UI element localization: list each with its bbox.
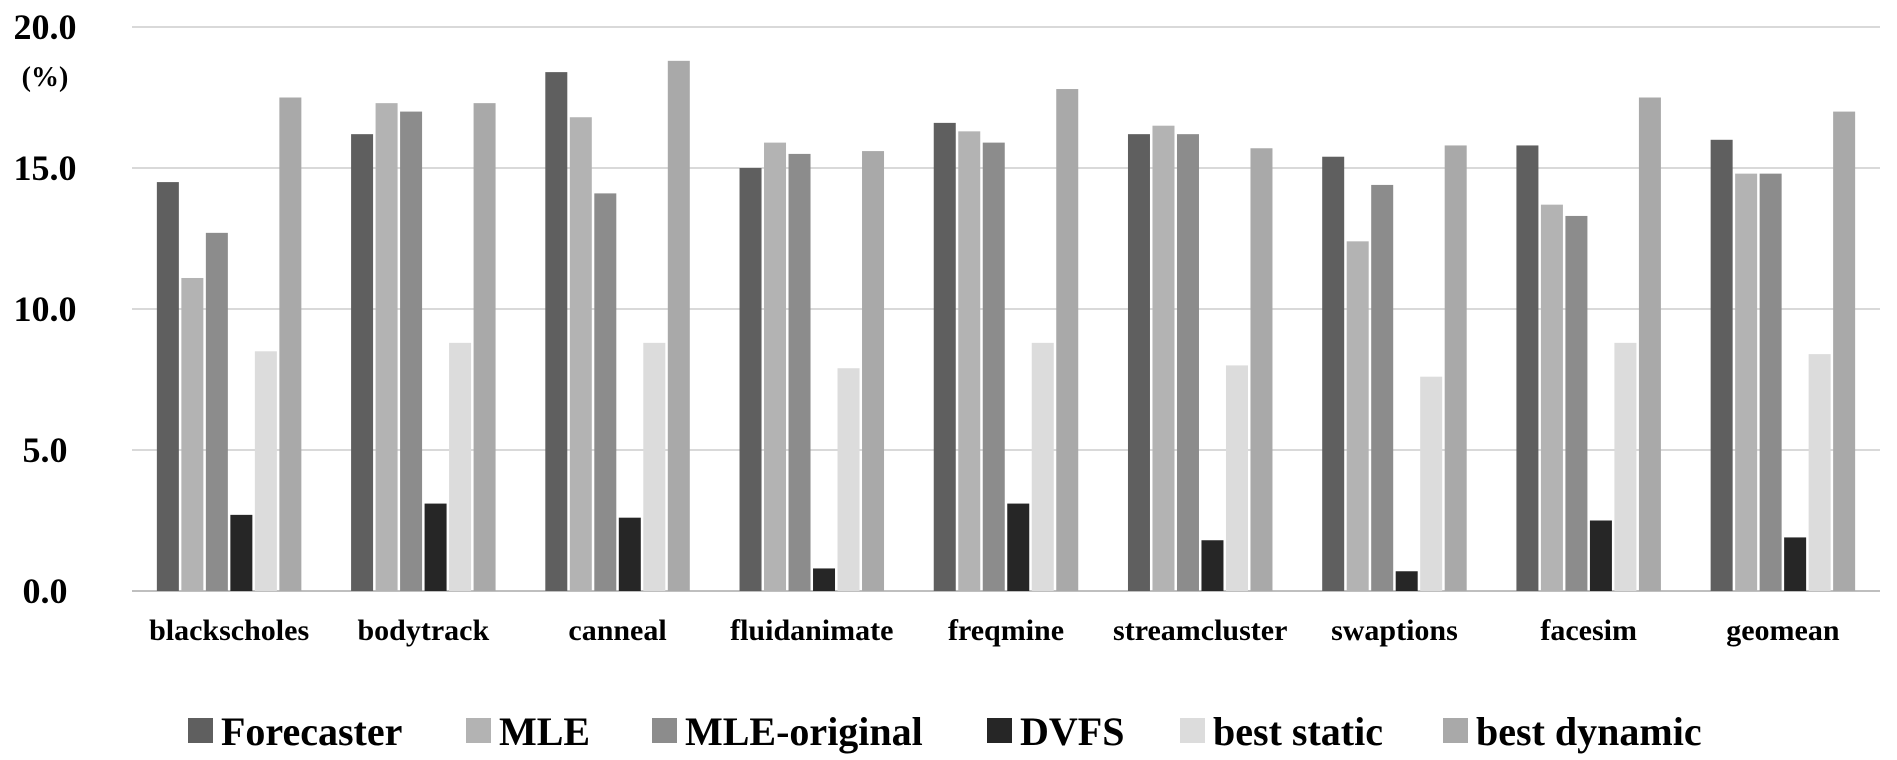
- y-axis-unit-label: (%): [22, 62, 69, 93]
- legend-swatch-forecaster: [188, 718, 213, 743]
- bar-forecaster-facesim: [1516, 145, 1539, 591]
- bar-best-static-facesim: [1614, 342, 1637, 591]
- legend-swatch-dvfs: [987, 718, 1012, 743]
- bar-best-dynamic-freqmine: [1056, 89, 1079, 591]
- y-tick-label: 15.0: [14, 148, 77, 188]
- bar-best-dynamic-bodytrack: [473, 103, 496, 591]
- bars: [156, 60, 1856, 592]
- bar-forecaster-blackscholes: [156, 182, 179, 591]
- bar-mle-freqmine: [958, 131, 981, 591]
- legend-label: best dynamic: [1476, 709, 1702, 754]
- x-tick-label: canneal: [568, 614, 666, 647]
- bar-best-static-freqmine: [1031, 342, 1054, 591]
- bar-best-dynamic-swaptions: [1444, 145, 1467, 591]
- bar-best-dynamic-facesim: [1638, 97, 1661, 591]
- bar-forecaster-canneal: [545, 72, 568, 592]
- legend-swatch-best-dynamic: [1443, 718, 1468, 743]
- legend-swatch-best-static: [1180, 718, 1205, 743]
- bar-forecaster-bodytrack: [351, 134, 374, 591]
- x-axis: blackscholes bodytrack canneal fluidanimate…: [149, 614, 1840, 647]
- bar-mle-original-streamcluster: [1176, 134, 1199, 591]
- bar-mle-streamcluster: [1152, 125, 1175, 591]
- bar-mle-geomean: [1735, 173, 1758, 591]
- x-tick-label: swaptions: [1331, 614, 1458, 647]
- y-tick-label: 20.0: [14, 7, 77, 47]
- bar-best-static-bodytrack: [449, 342, 472, 591]
- bar-forecaster-swaptions: [1322, 156, 1345, 591]
- bar-mle-original-geomean: [1759, 173, 1782, 591]
- x-tick-label: bodytrack: [357, 614, 489, 647]
- y-tick-label: 10.0: [14, 289, 77, 329]
- x-tick-label: freqmine: [948, 614, 1064, 647]
- bar-best-static-geomean: [1808, 354, 1831, 591]
- bar-dvfs-canneal: [618, 517, 641, 591]
- bar-mle-fluidanimate: [764, 142, 787, 591]
- bar-dvfs-facesim: [1589, 520, 1612, 591]
- x-tick-label: streamcluster: [1113, 614, 1287, 647]
- bar-mle-canneal: [569, 117, 592, 592]
- bar-mle-bodytrack: [375, 103, 398, 591]
- bar-forecaster-geomean: [1710, 139, 1733, 592]
- bar-mle-swaptions: [1346, 241, 1369, 591]
- bar-best-dynamic-geomean: [1833, 111, 1856, 591]
- legend-label: DVFS: [1020, 709, 1124, 754]
- bar-dvfs-fluidanimate: [813, 568, 836, 591]
- grid-lines: [132, 26, 1880, 592]
- bar-best-static-swaptions: [1420, 376, 1443, 591]
- y-axis: (%) 0.0 5.0 10.0 15.0 20.0: [14, 7, 77, 611]
- bar-dvfs-blackscholes: [230, 514, 253, 591]
- bar-best-static-fluidanimate: [837, 368, 860, 591]
- bar-mle-original-bodytrack: [400, 111, 423, 591]
- bar-dvfs-geomean: [1784, 537, 1807, 591]
- bar-forecaster-streamcluster: [1127, 134, 1150, 591]
- x-tick-label: blackscholes: [149, 614, 309, 647]
- legend-label: MLE-original: [685, 709, 923, 754]
- bar-mle-original-facesim: [1565, 215, 1588, 591]
- bar-mle-original-swaptions: [1371, 184, 1394, 592]
- bar-mle-blackscholes: [181, 277, 204, 591]
- bar-mle-original-canneal: [594, 193, 617, 591]
- bar-mle-original-freqmine: [982, 142, 1005, 591]
- bar-mle-facesim: [1540, 204, 1563, 591]
- bar-forecaster-fluidanimate: [739, 168, 762, 591]
- legend-label: Forecaster: [221, 709, 402, 754]
- legend-label: best static: [1213, 709, 1383, 754]
- x-tick-label: facesim: [1540, 614, 1637, 647]
- bar-best-static-streamcluster: [1225, 365, 1248, 591]
- legend-swatch-mle: [466, 718, 491, 743]
- bar-dvfs-swaptions: [1395, 571, 1418, 591]
- bar-best-dynamic-canneal: [667, 60, 690, 591]
- x-tick-label: fluidanimate: [730, 614, 893, 647]
- bar-mle-original-blackscholes: [205, 232, 228, 592]
- legend-swatch-mle-original: [652, 718, 677, 743]
- bar-best-static-canneal: [643, 342, 666, 591]
- bar-forecaster-freqmine: [933, 122, 956, 591]
- bar-dvfs-streamcluster: [1201, 540, 1224, 591]
- bar-dvfs-bodytrack: [424, 503, 447, 591]
- bar-mle-original-fluidanimate: [788, 153, 811, 591]
- y-tick-label: 5.0: [23, 430, 68, 470]
- x-tick-label: geomean: [1726, 614, 1840, 647]
- legend: Forecaster MLE MLE-original DVFS best static…: [188, 709, 1702, 754]
- bar-best-dynamic-fluidanimate: [862, 151, 885, 591]
- bar-dvfs-freqmine: [1007, 503, 1030, 591]
- bar-best-dynamic-blackscholes: [279, 97, 302, 591]
- legend-label: MLE: [499, 709, 590, 754]
- y-tick-label: 0.0: [23, 571, 68, 611]
- bar-best-dynamic-streamcluster: [1250, 148, 1273, 591]
- bar-best-static-blackscholes: [254, 351, 277, 591]
